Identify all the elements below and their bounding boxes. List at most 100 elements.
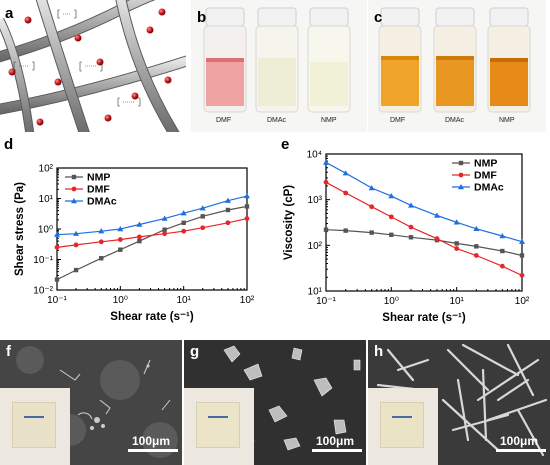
data-point	[434, 236, 440, 242]
data-point	[117, 226, 124, 232]
y-tick-label: 10⁻²	[33, 286, 53, 297]
film-logo-h	[392, 416, 412, 424]
legend-label: DMAc	[474, 182, 504, 194]
vial-label-nmp: NMP	[321, 117, 337, 124]
legend-label: DMAc	[87, 196, 117, 208]
series-line	[56, 205, 248, 281]
series-line	[56, 218, 248, 248]
series-dmac	[54, 193, 250, 237]
panel-h-label: h	[374, 343, 384, 360]
data-point	[408, 235, 414, 240]
panel-c-label: c	[374, 9, 383, 26]
y-tick-label: 10³	[308, 195, 323, 206]
y-tick-label: 10¹	[308, 287, 323, 298]
x-tick-label: 10⁰	[384, 296, 399, 307]
film-logo-g	[208, 416, 228, 424]
data-point	[458, 184, 464, 190]
x-tick-label: 10²	[515, 296, 530, 307]
panel-g-label: g	[190, 343, 200, 360]
film-sample-f	[12, 402, 56, 448]
data-point	[343, 190, 349, 196]
scale-bar-label-g: 100μm	[316, 434, 355, 448]
data-point	[71, 174, 77, 180]
panel-a-label: a	[5, 5, 14, 22]
data-point	[224, 197, 231, 203]
film-photo-inset-h	[368, 388, 438, 465]
x-tick-label: 10⁻¹	[316, 296, 336, 307]
vial-label-dmac: DMAc	[267, 117, 287, 124]
x-tick-label: 10⁰	[113, 295, 128, 306]
panel-c: c DMF DMAc NMP	[368, 0, 546, 132]
y-axis-label: Shear stress (Pa)	[14, 182, 26, 276]
data-point	[54, 277, 60, 282]
y-tick-label: 10²	[308, 241, 323, 252]
data-point	[342, 170, 349, 176]
legend-label: DMF	[474, 170, 497, 182]
panel-b: b DMF DMAc NMP	[191, 0, 367, 132]
data-point	[200, 225, 206, 231]
data-point	[388, 193, 395, 199]
data-point	[180, 210, 187, 216]
y-tick-label: 10⁴	[307, 150, 322, 161]
series-line	[325, 229, 523, 257]
y-axis-label: Viscosity (cP)	[283, 185, 295, 260]
scale-bar-h	[496, 449, 546, 452]
data-point	[71, 198, 77, 204]
data-point	[181, 228, 187, 234]
data-point	[98, 239, 104, 245]
series-nmp	[323, 227, 525, 258]
series-nmp	[54, 204, 250, 282]
data-point	[499, 233, 506, 239]
x-tick-label: 10²	[240, 295, 255, 306]
data-point	[473, 253, 479, 258]
data-point	[369, 230, 374, 235]
vial-label-dmf: DMF	[216, 117, 232, 124]
data-point	[118, 247, 123, 252]
panel-f-label: f	[6, 343, 11, 360]
data-point	[225, 207, 231, 213]
x-tick-label: 10¹	[176, 295, 191, 306]
data-point	[454, 246, 460, 251]
y-tick-label: 10¹	[39, 194, 54, 205]
fiber-network-illustration	[0, 0, 192, 138]
x-axis-label: Shear rate (s⁻¹)	[382, 312, 466, 324]
vials-photo-b	[203, 7, 351, 113]
data-point	[323, 159, 329, 165]
data-point	[323, 179, 329, 185]
data-point	[458, 172, 464, 178]
data-point	[244, 204, 250, 209]
vial-label-dmf-c: DMF	[390, 117, 406, 124]
legend-label: NMP	[474, 158, 497, 170]
panel-h: h 100μm	[368, 340, 550, 465]
data-point	[244, 193, 250, 199]
data-point	[473, 225, 480, 232]
plot-frame	[325, 153, 523, 292]
data-point	[99, 256, 104, 261]
data-point	[389, 232, 394, 238]
panel-a: a	[0, 0, 192, 138]
data-point	[369, 204, 375, 210]
series-line	[325, 161, 523, 243]
panel-d-label: d	[4, 136, 14, 153]
data-point	[181, 220, 186, 225]
data-point	[162, 227, 167, 232]
data-point	[73, 267, 79, 273]
legend-label: NMP	[87, 172, 110, 184]
data-point	[54, 231, 60, 237]
data-point	[454, 241, 459, 246]
data-point	[225, 220, 231, 226]
data-point	[136, 234, 142, 240]
data-point	[458, 160, 464, 166]
series-line	[325, 181, 523, 276]
panel-g: g 100μm	[184, 340, 366, 465]
x-tick-label: 10⁻¹	[47, 295, 67, 306]
data-point	[519, 272, 525, 278]
data-point	[54, 244, 60, 250]
vials-photo-c	[378, 7, 531, 113]
data-point	[408, 202, 415, 208]
data-point	[244, 216, 250, 221]
data-point	[136, 221, 143, 227]
